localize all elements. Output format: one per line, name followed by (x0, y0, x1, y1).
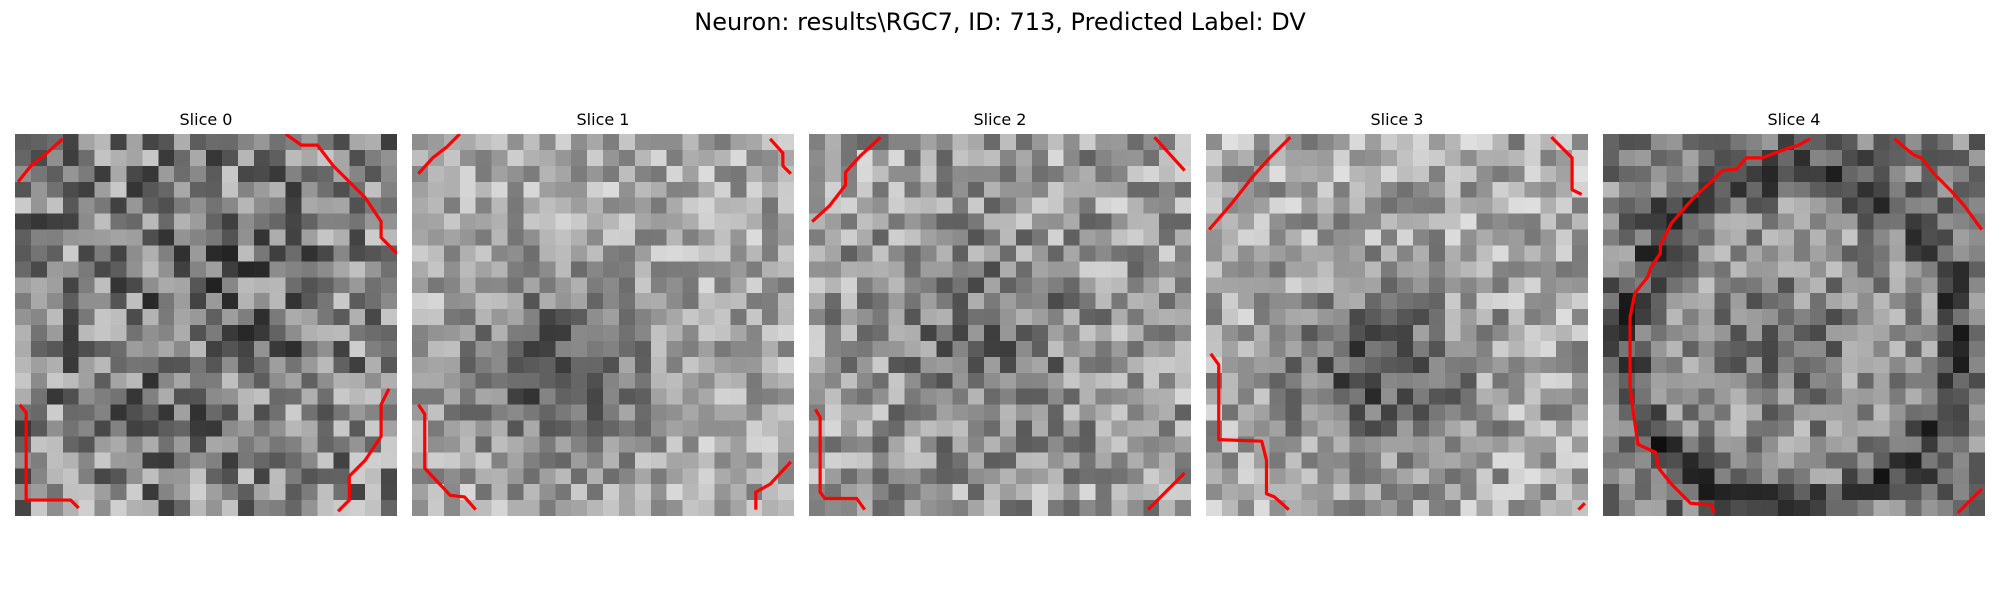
slice-image-0 (15, 134, 397, 516)
pixel-grid (1206, 134, 1588, 516)
contour-line (1550, 136, 1583, 196)
slice-title: Slice 0 (179, 110, 233, 129)
contour-line (768, 137, 792, 175)
slice-panel-2: Slice 2 (809, 110, 1191, 516)
contour-line (284, 134, 397, 255)
slice-image-2 (809, 134, 1191, 516)
slice-image-3 (1206, 134, 1588, 516)
contour-line (811, 136, 882, 223)
contour-line (814, 408, 867, 511)
contour-line (1153, 136, 1186, 172)
contour-line (1956, 487, 1983, 514)
contour-line (417, 134, 461, 175)
contour-line (16, 137, 64, 183)
slice-image-1 (412, 134, 794, 516)
contour-line (417, 403, 477, 511)
contour-line (1207, 136, 1292, 231)
slice-panel-0: Slice 0 (15, 110, 397, 516)
contour-line (1209, 352, 1290, 511)
slice-title: Slice 2 (973, 110, 1027, 129)
pixel-grid (15, 134, 397, 516)
pixel-grid (809, 134, 1191, 516)
slice-panel-1: Slice 1 (412, 110, 794, 516)
contour-line (1146, 471, 1186, 511)
pixel-grid (412, 134, 794, 516)
contour-line (18, 403, 80, 510)
figure-title: Neuron: results\RGC7, ID: 713, Predicted… (694, 8, 1306, 36)
slice-title: Slice 4 (1767, 110, 1821, 129)
slice-panel-4: Slice 4 (1603, 110, 1985, 516)
contour-line (754, 460, 792, 510)
slice-image-4 (1603, 134, 1985, 516)
pixel-grid (1603, 134, 1985, 516)
slice-title: Slice 1 (576, 110, 630, 129)
slice-panel-3: Slice 3 (1206, 110, 1588, 516)
contour-line (1577, 502, 1586, 511)
slice-title: Slice 3 (1370, 110, 1424, 129)
contour-line (1628, 137, 1811, 514)
contour-line (1893, 137, 1984, 231)
contour-line (336, 387, 391, 513)
